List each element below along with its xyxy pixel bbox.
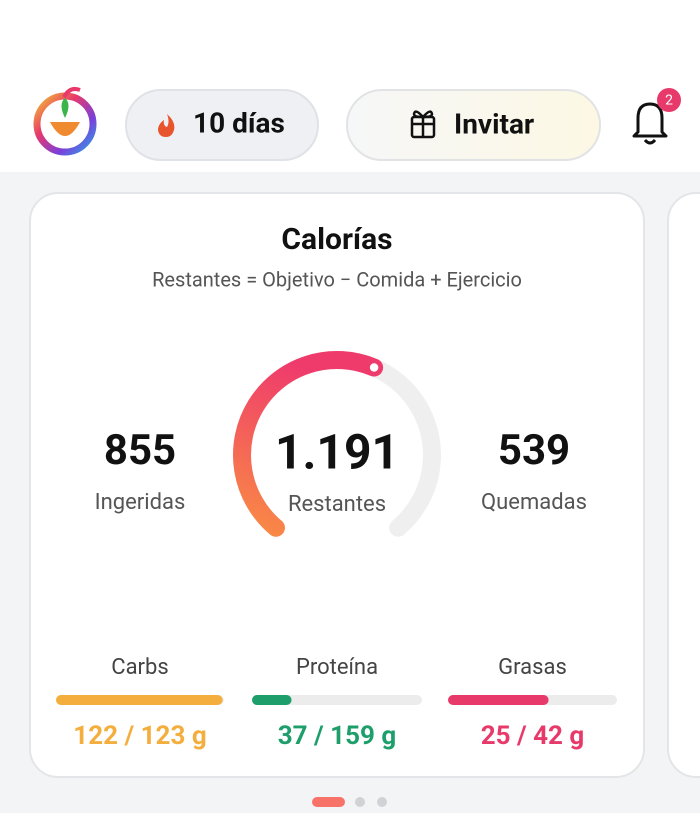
macro-name: Carbs: [111, 655, 168, 680]
macro-amount: 122 / 123 g: [73, 721, 206, 751]
stat-value: 1.191: [275, 424, 399, 481]
invite-button[interactable]: Invitar: [346, 89, 601, 161]
gauge-progress: [233, 351, 384, 537]
app-logo[interactable]: [33, 86, 97, 156]
card-title: Calorías: [281, 222, 392, 257]
macro-bar: [56, 695, 223, 705]
page-indicator: [312, 797, 387, 807]
macro-bar: [448, 695, 549, 705]
card-subtitle: Restantes = Objetivo − Comida + Ejercici…: [152, 267, 522, 291]
stat-label: Ingeridas: [95, 490, 186, 515]
notification-badge: 2: [665, 93, 673, 109]
stat-label: Quemadas: [481, 490, 587, 515]
macro-bar: [252, 695, 292, 705]
stat-value: 855: [104, 426, 176, 475]
streak-button[interactable]: 10 días: [125, 89, 319, 161]
stat-value: 539: [498, 426, 570, 475]
streak-text: 10 días: [193, 106, 285, 139]
next-card[interactable]: [667, 192, 700, 778]
notifications-button[interactable]: 2: [632, 88, 681, 145]
macro-track: [252, 695, 422, 705]
macro-name: Proteína: [296, 655, 378, 680]
calories-card[interactable]: Calorías Restantes = Objetivo − Comida +…: [29, 192, 645, 778]
macro-amount: 25 / 42 g: [481, 721, 585, 751]
macro-name: Grasas: [498, 655, 567, 680]
stat-label: Restantes: [288, 492, 386, 517]
macro-amount: 37 / 159 g: [278, 721, 396, 751]
invite-text: Invitar: [454, 107, 534, 140]
gauge-knob: [367, 360, 381, 375]
